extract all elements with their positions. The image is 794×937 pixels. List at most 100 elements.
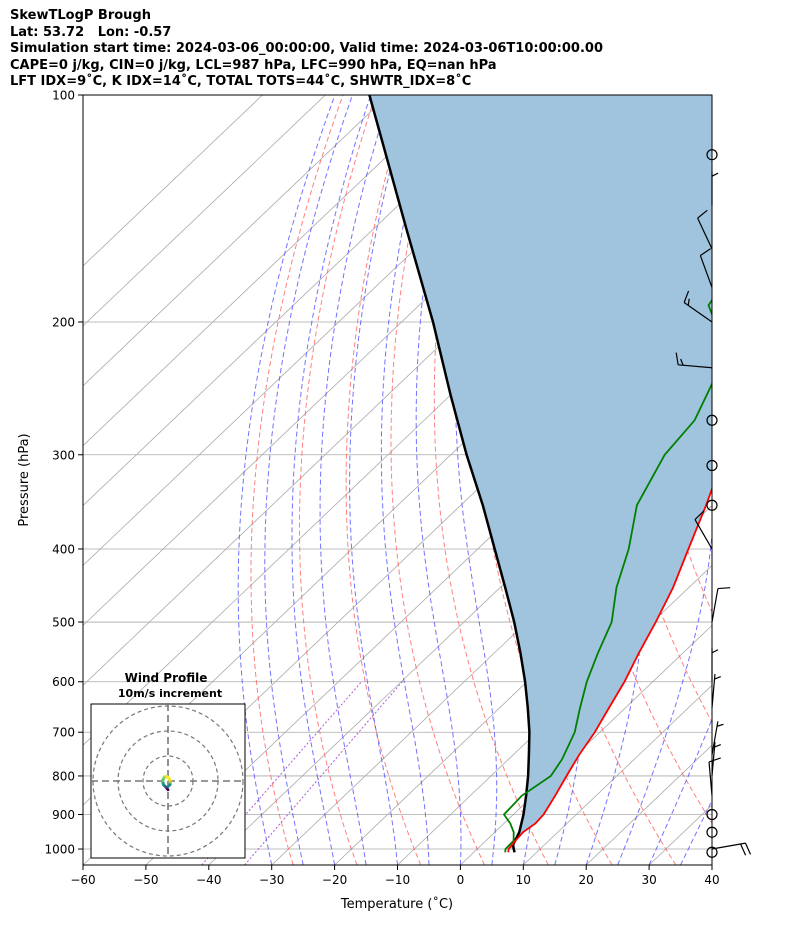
title-indices: LFT IDX=9˚C, K IDX=14˚C, TOTAL TOTS=44˚C… [10,74,472,90]
title-station: SkewTLogP Brough [10,8,151,23]
x-tick-label: 30 [641,873,656,887]
wind-barb-staff [699,255,713,288]
dry-adiabat [250,95,344,865]
y-tick-label: 900 [52,808,75,822]
x-tick-label: 0 [457,873,465,887]
dry-adiabat [767,95,794,865]
wind-barb-feather [744,842,752,855]
dry-adiabat [734,95,794,865]
isotherm-line [334,505,712,865]
wind-barb-calm [706,846,718,858]
moist-adiabat [454,95,498,865]
wind-barb-feather [687,298,690,306]
wind-barb [711,674,721,709]
y-tick-label: 400 [52,542,75,556]
wind-barb [708,757,721,796]
wind-barb-feather [714,744,721,748]
wind-barb [683,290,713,323]
dewpoint-line [502,298,712,853]
x-tick-label: −60 [70,873,95,887]
wind-barb-staff [711,674,716,709]
isotherm-line [460,624,712,865]
isotherm-line [83,95,452,447]
wind-barb [711,587,731,623]
wind-barb-feather [717,587,731,590]
moist-adiabat [380,95,435,865]
moist-adiabat [711,863,712,865]
hodograph-segment [167,783,172,788]
wind-barb [694,510,713,550]
wind-barb-staff [708,761,713,796]
wind-barb-feather [714,676,721,680]
wind-barb-staff [711,742,716,777]
inset-title: Wind Profile [125,671,208,685]
wind-barb-calm [706,826,718,838]
wind-profile-inset: Wind Profile 10m/s increment [90,671,246,859]
x-tick-label: −40 [196,873,221,887]
header: SkewTLogP Brough Lat: 53.72 Lon: -0.57 S… [10,8,603,91]
title-latlon: Lat: 53.72 Lon: -0.57 [10,24,172,40]
wind-barb-staff [683,301,713,323]
isotherm-line [83,95,515,507]
wind-barb-feather [700,248,711,257]
wind-barb-calm [706,499,718,511]
axis-ticks: −60 −50 −40 −30 −20 −10 0 10 20 30 40 100 200 300 400 5… [44,89,719,888]
wind-barb-feather [740,843,747,856]
isotherm-line [711,864,712,865]
x-tick-label: 20 [579,873,594,887]
isotherm-line [83,95,389,387]
x-tick-label: −30 [259,873,284,887]
wind-barb [675,352,713,369]
y-tick-label: 800 [52,769,75,783]
wind-barb-staff [694,519,713,550]
moist-adiabat [291,95,372,865]
wind-barb [711,171,719,206]
inset-subtitle: 10m/s increment [118,687,222,700]
wind-barb [697,209,713,250]
wind-barb-feather [711,172,719,177]
y-tick-label: 700 [52,726,75,740]
wind-barbs [675,149,752,858]
wind-barb [711,721,724,755]
cin-shading [369,95,712,849]
title-cape: CAPE=0 j/kg, CIN=0 j/kg, LCL=987 hPa, LF… [10,57,497,73]
wind-barb-feather [711,649,719,654]
isotherm-line [83,95,326,327]
mixing-ratio-line [244,681,403,865]
parcel-profile-line [368,95,531,853]
x-tick-label: −20 [322,873,347,887]
y-tick-label: 500 [52,616,75,630]
wind-barb [711,647,719,682]
wind-barb-calm [706,808,718,821]
wind-barb-feather [680,358,684,366]
wind-barb-staff [678,364,713,369]
y-tick-label: 600 [52,675,75,689]
x-axis-label: Temperature (˚C) [340,896,453,912]
y-tick-label: 1000 [44,843,75,857]
cape-cin-fill [369,95,712,849]
x-tick-label: −10 [385,873,410,887]
wind-barb-feather [675,352,679,365]
x-tick-label: 10 [516,873,531,887]
moist-adiabat [648,718,712,865]
wind-barb-feather [683,290,690,303]
wind-barb [711,742,721,777]
isotherm-line [523,684,712,865]
wind-barb-calm [706,149,718,161]
wind-barb-staff [711,588,719,623]
dry-adiabat [299,95,376,865]
wind-barb-feather [716,723,724,727]
x-tick-label: 40 [704,873,719,887]
wind-barb-calm [706,414,718,426]
moist-adiabat [349,95,412,865]
moist-adiabat [319,95,391,865]
wind-barb [711,842,752,856]
moist-adiabat [264,95,353,865]
wind-barb-feather [708,757,721,763]
y-tick-label: 300 [52,448,75,462]
moist-adiabat [415,95,462,865]
y-tick-label: 100 [52,89,75,103]
sounding-lines [368,95,712,853]
dry-adiabat [345,95,422,865]
